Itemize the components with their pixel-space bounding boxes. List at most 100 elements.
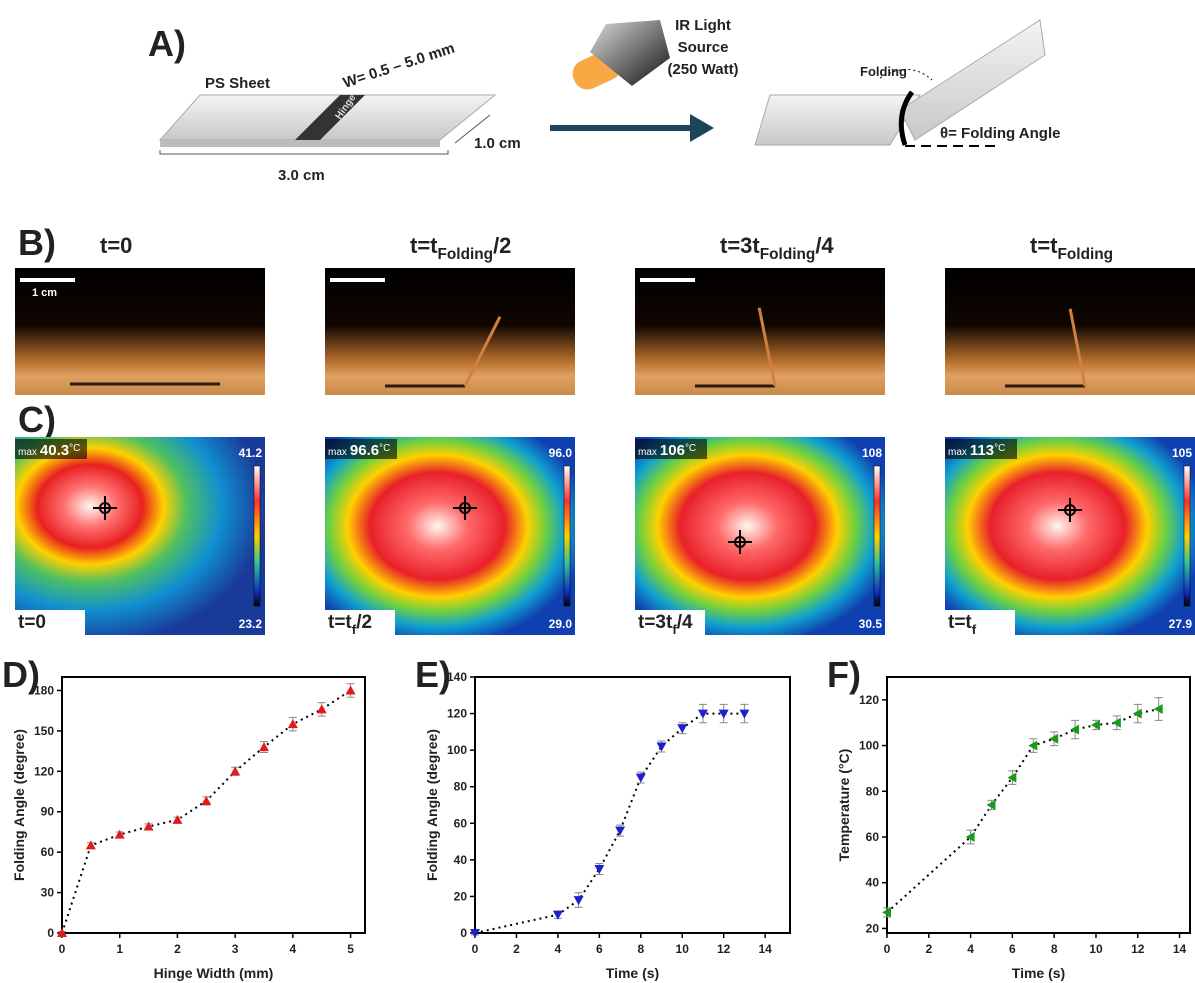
y-tick-label: 120: [859, 693, 879, 707]
y-tick-label: 100: [859, 739, 879, 753]
time-label-part: t=3t: [638, 612, 673, 633]
frame-title: t=tFolding: [1030, 233, 1113, 263]
frame-title-part: /4: [815, 233, 834, 258]
x-tick-label: 6: [1009, 942, 1016, 956]
y-tick-label: 20: [866, 921, 880, 935]
panel-label: C): [18, 399, 56, 440]
y-tick-label: 80: [866, 784, 880, 798]
photo: [635, 268, 885, 395]
max-label: max: [638, 447, 657, 458]
data-point: [574, 896, 584, 905]
thermal-image: [635, 437, 885, 635]
y-tick-label: 0: [47, 926, 54, 940]
max-value: 106: [660, 442, 685, 459]
figure: A) PS Sheet W= 0.5 – 5.0 mm Hinge 1.0 cm…: [0, 0, 1195, 983]
x-axis-label: Time (s): [1012, 965, 1065, 981]
y-tick-label: 60: [866, 830, 880, 844]
time-label-part: /2: [356, 612, 372, 633]
x-tick-label: 5: [347, 942, 354, 956]
data-point: [615, 827, 625, 836]
time-label-part: t=0: [18, 612, 46, 633]
panel-label: D): [2, 654, 40, 695]
time-label-part: /4: [677, 612, 693, 633]
light-label: IR Light: [675, 17, 731, 34]
frame-title: t=3tFolding/4: [720, 233, 834, 263]
scale-min: 23.2: [239, 617, 263, 631]
y-tick-label: 60: [454, 816, 468, 830]
x-axis-label: Hinge Width (mm): [154, 965, 274, 981]
x-tick-label: 8: [637, 942, 644, 956]
x-tick-label: 10: [676, 942, 690, 956]
y-tick-label: 40: [454, 853, 468, 867]
y-tick-label: 0: [460, 926, 467, 940]
trend-line: [475, 714, 744, 933]
max-unit: °C: [994, 443, 1005, 454]
thermal-image: [945, 437, 1195, 635]
x-tick-label: 14: [758, 942, 772, 956]
max-label: max: [328, 447, 347, 458]
x-tick-label: 3: [232, 942, 239, 956]
color-bar: [254, 466, 260, 606]
data-point: [172, 815, 182, 824]
panel-a-drawing: [160, 20, 1045, 154]
x-tick-label: 2: [174, 942, 181, 956]
length-label: 3.0 cm: [278, 167, 325, 184]
panel-label: F): [827, 654, 861, 695]
y-tick-label: 40: [866, 876, 880, 890]
color-bar: [1184, 466, 1190, 606]
x-tick-label: 2: [513, 942, 520, 956]
max-unit: °C: [69, 443, 80, 454]
max-value: 96.6: [350, 442, 379, 459]
frame-title-part: t=0: [100, 233, 132, 258]
photo: [325, 268, 575, 395]
max-unit: °C: [379, 443, 390, 454]
y-tick-label: 80: [454, 780, 468, 794]
y-axis-label: Temperature (°C): [836, 749, 852, 862]
time-label-part: t=t: [328, 612, 352, 633]
panel-label: B): [18, 222, 56, 263]
x-tick-label: 10: [1089, 942, 1103, 956]
y-axis-label: Folding Angle (degree): [424, 729, 440, 881]
plot-frame: [62, 677, 365, 933]
max-value: 113: [970, 442, 994, 459]
trend-line: [887, 709, 1159, 912]
max-label: max: [18, 447, 37, 458]
frame-title-part: t=t: [1030, 233, 1058, 258]
max-label: max: [948, 447, 967, 458]
x-tick-label: 1: [116, 942, 123, 956]
time-label-part: f: [972, 622, 977, 637]
y-tick-label: 60: [41, 845, 55, 859]
frame-title-part: /2: [493, 233, 511, 258]
y-tick-label: 20: [454, 889, 468, 903]
frame-title-part: Folding: [438, 246, 494, 263]
angle-label: θ= Folding Angle: [940, 125, 1060, 142]
data-point: [317, 704, 327, 713]
sheet-label: PS Sheet: [205, 75, 270, 92]
x-tick-label: 8: [1051, 942, 1058, 956]
y-tick-label: 150: [34, 724, 54, 738]
y-tick-label: 120: [447, 707, 467, 721]
frame-title: t=tFolding/2: [410, 233, 511, 263]
time-label-part: t=t: [948, 612, 972, 633]
x-tick-label: 2: [925, 942, 932, 956]
y-tick-label: 30: [41, 886, 55, 900]
panel-label: A): [148, 23, 186, 64]
light-label: Source: [678, 39, 729, 56]
data-point: [288, 719, 298, 728]
color-bar: [874, 466, 880, 606]
scale-min: 27.9: [1169, 617, 1193, 631]
folding-label: Folding: [860, 64, 907, 79]
x-tick-label: 4: [290, 942, 297, 956]
frame-title-part: t=t: [410, 233, 438, 258]
x-axis-label: Time (s): [606, 965, 659, 981]
x-tick-label: 12: [1131, 942, 1145, 956]
scale-min: 29.0: [549, 617, 573, 631]
scale-min: 30.5: [859, 617, 883, 631]
trend-line: [62, 690, 351, 933]
x-tick-label: 4: [967, 942, 974, 956]
scale-max: 108: [862, 446, 882, 460]
scale-max: 105: [1172, 446, 1192, 460]
scale-label: 1 cm: [32, 287, 57, 299]
frame-title-part: Folding: [1058, 246, 1114, 263]
width-label: W= 0.5 – 5.0 mm: [341, 40, 457, 92]
